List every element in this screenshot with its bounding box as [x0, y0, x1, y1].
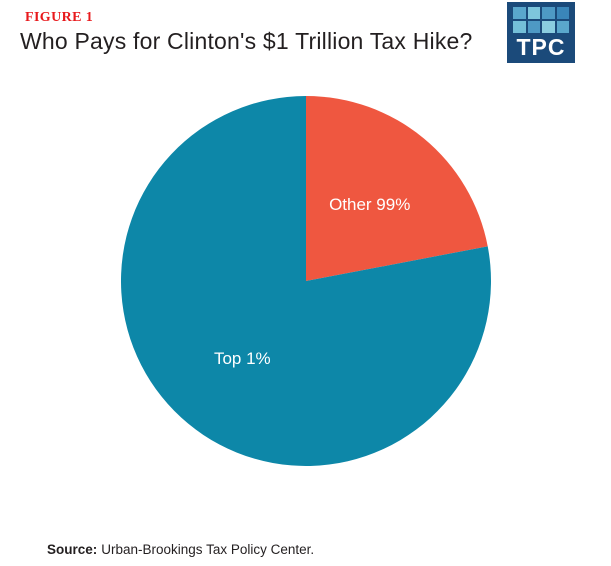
logo-tile [556, 7, 569, 19]
logo-tile [513, 21, 526, 33]
logo-tile [556, 21, 569, 33]
tpc-logo-mosaic-icon [513, 7, 569, 33]
page-title: Who Pays for Clinton's $1 Trillion Tax H… [20, 28, 473, 54]
figure-label: FIGURE 1 [25, 10, 94, 25]
logo-tile [542, 7, 555, 19]
tpc-logo: TPC [507, 2, 575, 63]
tpc-logo-text: TPC [516, 34, 566, 60]
logo-tile [513, 7, 526, 19]
logo-tile [542, 21, 555, 33]
source-text: Urban-Brookings Tax Policy Center. [101, 542, 315, 557]
logo-tile [527, 7, 540, 19]
source-label: Source: [47, 542, 98, 557]
logo-tile [527, 21, 540, 33]
pie-chart: Other 99% Top 1% [121, 96, 491, 466]
pie-slice-top-1 [121, 96, 491, 466]
source-note: Source: Urban-Brookings Tax Policy Center… [47, 542, 314, 557]
pie-slice-other-99 [306, 96, 488, 281]
pie-slice-label: Other 99% [329, 195, 410, 214]
pie-slice-label: Top 1% [214, 349, 271, 368]
